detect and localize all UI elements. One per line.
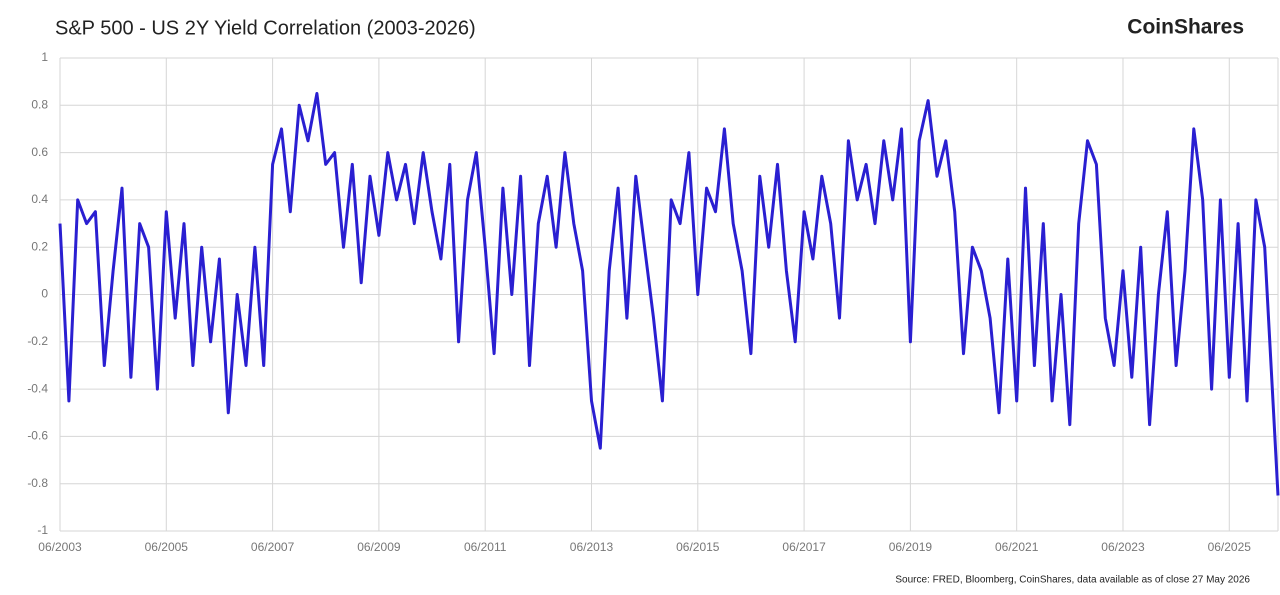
- x-tick-label: 06/2015: [676, 540, 720, 554]
- x-tick-label: 06/2007: [251, 540, 295, 554]
- y-tick-label: -1: [37, 523, 48, 537]
- data-line: [58, 92, 1280, 496]
- x-tick-label: 06/2023: [1101, 540, 1145, 554]
- brand-logo: CoinShares: [1127, 16, 1244, 39]
- x-tick-label: 06/2005: [145, 540, 189, 554]
- y-tick-label: 0: [41, 287, 48, 301]
- y-tick-label: -0.8: [27, 476, 48, 490]
- y-tick-label: 0.2: [31, 239, 48, 253]
- y-tick-label: 0.8: [31, 97, 48, 111]
- y-tick-label: -0.2: [27, 334, 48, 348]
- x-tick-label: 06/2025: [1208, 540, 1252, 554]
- chart-title: S&P 500 - US 2Y Yield Correlation (2003-…: [55, 17, 476, 39]
- x-tick-label: 06/2011: [464, 540, 507, 554]
- x-tick-label: 06/2013: [570, 540, 614, 554]
- source-note: Source: FRED, Bloomberg, CoinShares, dat…: [895, 575, 1250, 586]
- y-tick-label: -0.4: [27, 381, 48, 395]
- y-tick-label: 0.4: [31, 192, 48, 206]
- x-tick-label: 06/2017: [782, 540, 826, 554]
- x-tick-label: 06/2021: [995, 540, 1039, 554]
- y-tick-label: 1: [41, 50, 48, 64]
- y-tick-label: 0.6: [31, 145, 48, 159]
- x-tick-label: 06/2003: [38, 540, 82, 554]
- x-tick-label: 06/2019: [889, 540, 933, 554]
- y-tick-label: -0.6: [27, 429, 48, 443]
- x-tick-label: 06/2009: [357, 540, 401, 554]
